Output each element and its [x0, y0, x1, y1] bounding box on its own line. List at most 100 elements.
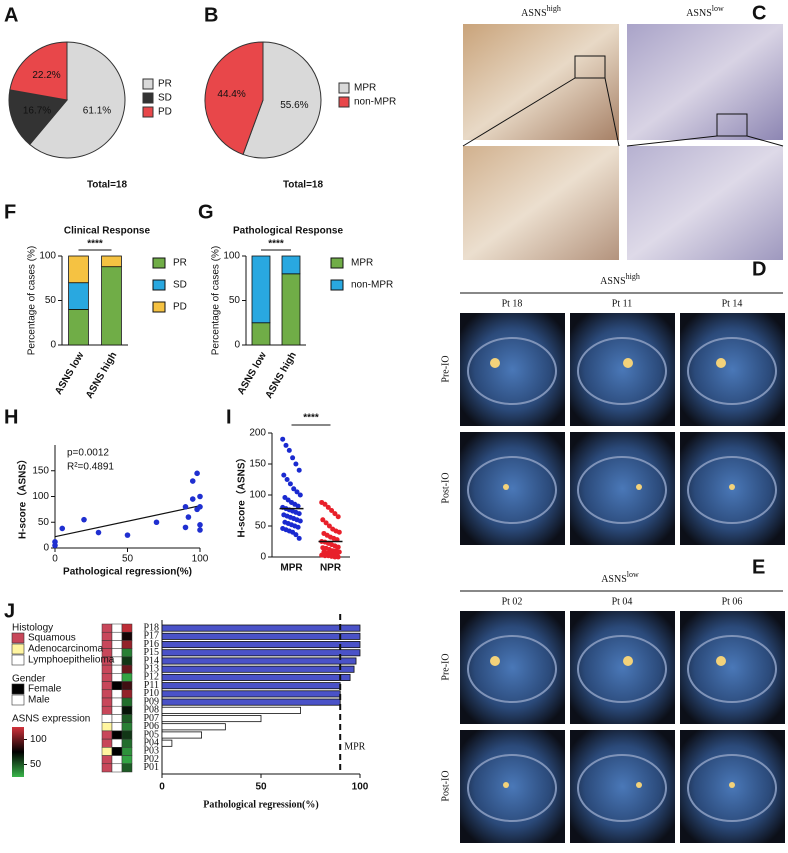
bar-segment: [68, 308, 89, 346]
body-outline: [687, 754, 777, 822]
heatmap-cell: [121, 673, 133, 682]
heatmap-cell: [101, 631, 113, 641]
pet-ct-image: [570, 432, 675, 545]
heatmap-cell: [101, 747, 113, 756]
fit-line: [54, 505, 201, 538]
zoom-line: [626, 135, 718, 147]
scatter-point: [153, 519, 160, 526]
ihc-image: [463, 24, 619, 140]
legend-label: Male: [28, 695, 50, 706]
legend-swatch: [330, 279, 344, 291]
lesion: [490, 656, 500, 666]
y-tick-label: 50: [38, 517, 50, 528]
scatter-point: [197, 522, 203, 528]
pet-ct-image: [680, 611, 785, 724]
scatter-point: [124, 532, 131, 538]
legend-swatch: [338, 96, 350, 108]
body-outline: [687, 635, 777, 703]
x-tick-label: 100: [192, 554, 209, 565]
pet-ct-image: [680, 313, 785, 426]
pet-ct-image: [570, 313, 675, 426]
heatmap-cell: [101, 697, 113, 707]
legend-title: ASNS expression: [12, 714, 90, 725]
text-sup: high: [547, 4, 561, 13]
text-base: ASNS: [686, 8, 712, 19]
bar-segment: [68, 255, 89, 284]
chart-title: Pathological Response: [233, 226, 343, 237]
scatter-point: [182, 504, 189, 510]
heatmap-cell: [121, 722, 133, 732]
strip-point: [287, 481, 293, 487]
x-tick-label: 0: [159, 782, 165, 793]
bar: [161, 673, 351, 681]
pet-ct-image: [460, 432, 565, 545]
x-tick-label: ASNS high: [264, 350, 299, 400]
x-tick-label: NPR: [320, 563, 342, 574]
heatmap-cell: [111, 673, 123, 682]
lesion: [490, 358, 500, 368]
y-tick-label: P01: [143, 762, 159, 773]
body-outline: [577, 456, 667, 524]
caption: Total=18: [283, 180, 324, 191]
slice-label: 16.7%: [23, 106, 51, 117]
bar: [161, 624, 361, 632]
bar: [161, 690, 341, 698]
x-tick-label: 0: [52, 554, 58, 565]
y-tick-label: 0: [50, 340, 56, 351]
strip-point: [293, 461, 299, 467]
text-base: ASNS: [521, 8, 547, 19]
legend-swatch: [152, 279, 166, 291]
bar-segment: [251, 322, 271, 346]
zoom-line: [462, 77, 576, 147]
y-tick-label: P06: [143, 721, 159, 732]
y-axis-label: Percentage of cases (%): [27, 246, 38, 356]
legend-label: SD: [158, 93, 172, 104]
significance-label: ****: [303, 413, 319, 424]
lesion: [729, 782, 735, 788]
heatmap-cell: [101, 730, 113, 740]
y-tick-label: P17: [143, 631, 159, 642]
heatmap-cell: [111, 705, 123, 715]
heatmap-cell: [121, 763, 133, 773]
y-tick-label: P09: [143, 696, 159, 707]
panel-letter: B: [204, 4, 218, 26]
y-tick-label: P18: [143, 622, 159, 633]
legend-label: SD: [173, 280, 187, 291]
scatter-point: [182, 524, 189, 531]
column-title: ASNSlow: [686, 4, 724, 19]
bar: [161, 665, 355, 673]
panel-letter: F: [4, 201, 16, 223]
text-sup: high: [626, 272, 640, 281]
legend-label: Squamous: [28, 633, 76, 644]
strip-point: [295, 503, 301, 509]
panel-letter: A: [4, 4, 18, 26]
panel-letter: E: [752, 556, 765, 578]
heatmap-cell: [101, 763, 113, 773]
strip-point: [284, 477, 290, 482]
y-tick-label: 200: [249, 428, 266, 439]
pie-slice: [9, 41, 68, 101]
threshold-label: MPR: [344, 741, 365, 752]
y-tick-label: 0: [234, 340, 240, 351]
lesion: [623, 358, 633, 368]
lesion: [636, 782, 642, 788]
column-title: Pt 04: [612, 596, 633, 607]
pet-ct-image: [460, 611, 565, 724]
body-outline: [467, 337, 557, 405]
heatmap-cell: [111, 664, 123, 674]
caption: Total=18: [87, 180, 128, 191]
strip-point: [286, 447, 292, 453]
body-outline: [467, 754, 557, 822]
heatmap-cell: [111, 689, 123, 699]
legend-swatch: [11, 632, 25, 644]
bar-segment: [281, 273, 301, 346]
legend-title: Histology: [12, 623, 53, 634]
lesion: [729, 484, 735, 490]
scatter-point: [197, 504, 203, 510]
row-title: Pre-IO: [440, 355, 451, 382]
y-tick-label: P13: [143, 664, 159, 675]
legend-label: PD: [158, 107, 172, 118]
y-tick-label: 100: [249, 490, 266, 501]
strip-point: [320, 517, 326, 523]
row-title: Post-IO: [440, 770, 451, 801]
